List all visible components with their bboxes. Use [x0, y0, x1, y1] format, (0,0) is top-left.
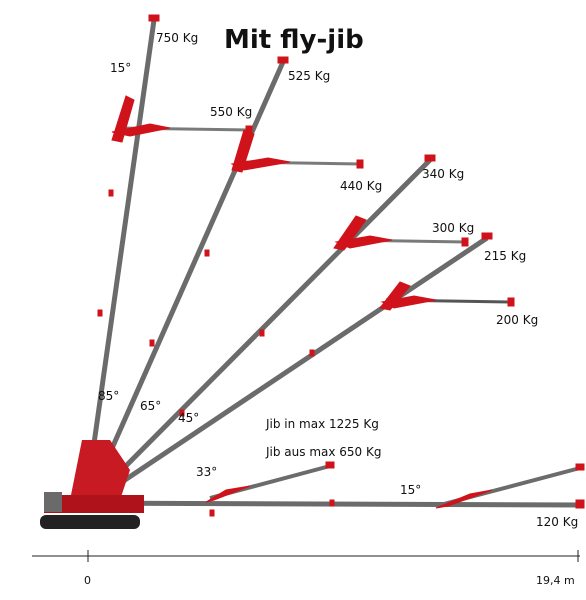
boom-mark [97, 309, 103, 317]
head-550 [245, 125, 253, 135]
diagram-title: Mit fly-jib [224, 25, 364, 55]
angle-33: 33° [196, 465, 217, 479]
note-jib-out: Jib aus max 650 Kg [265, 445, 382, 459]
angle-65: 65° [140, 399, 161, 413]
load-750: 750 Kg [156, 31, 198, 45]
boom-mark [108, 189, 114, 197]
angle-45: 45° [178, 411, 199, 425]
crane-counterweight [44, 492, 62, 512]
crane-body [44, 495, 144, 513]
crane-base [40, 440, 144, 529]
angle-top-15: 15° [110, 61, 131, 75]
load-440: 440 Kg [340, 179, 382, 193]
axis-start-label: 0 [84, 574, 91, 587]
head-200 [507, 297, 515, 307]
boom-mark [309, 349, 315, 357]
boom-mark [329, 499, 335, 507]
fitting-bracket-300b [334, 235, 393, 249]
capacity-notes: Jib in max 1225 Kg Jib aus max 650 Kg [265, 417, 382, 459]
boom-45 [96, 235, 489, 501]
head-750 [148, 14, 160, 22]
fitting-bracket-550 [111, 123, 171, 137]
head-215 [481, 232, 493, 240]
angle-85: 85° [98, 389, 119, 403]
angle-labels: 15° 85° 65° 45° 33° 15° [98, 61, 421, 497]
load-550: 550 Kg [210, 105, 252, 119]
angle-15: 15° [400, 483, 421, 497]
boom-85 [83, 19, 157, 501]
load-340: 340 Kg [422, 167, 464, 181]
crane-tracks [40, 515, 140, 529]
crane-turret [70, 440, 130, 500]
red-fittings [97, 14, 585, 517]
head-horizontal [575, 499, 585, 509]
fitting-bracket-200b [380, 295, 437, 309]
boom-mark [179, 409, 185, 417]
head-33 [325, 461, 335, 469]
boom-mark [204, 249, 210, 257]
load-525: 525 Kg [288, 69, 330, 83]
head-525 [277, 56, 289, 64]
load-labels: 750 Kg 525 Kg 550 Kg 340 Kg 440 Kg 300 K… [156, 31, 578, 529]
axis-end-label: 19,4 m [536, 574, 575, 587]
boom-horizontal [61, 500, 584, 508]
note-jib-in: Jib in max 1225 Kg [265, 417, 379, 431]
fitting-33 [205, 485, 251, 503]
head-340 [424, 154, 436, 162]
head-15 [575, 463, 585, 471]
boom-55 [92, 158, 432, 500]
load-215: 215 Kg [484, 249, 526, 263]
fitting-15 [435, 489, 493, 509]
load-200: 200 Kg [496, 313, 538, 327]
load-120: 120 Kg [536, 515, 578, 529]
ground-axis: 0 19,4 m [32, 550, 580, 587]
fitting-bracket-440 [231, 129, 255, 173]
boom-mark [149, 339, 155, 347]
head-300 [461, 237, 469, 247]
boom-mark [209, 509, 215, 517]
boom-mark [259, 329, 265, 337]
head-440 [356, 159, 364, 169]
load-300: 300 Kg [432, 221, 474, 235]
fitting-bracket-440b [230, 157, 291, 171]
